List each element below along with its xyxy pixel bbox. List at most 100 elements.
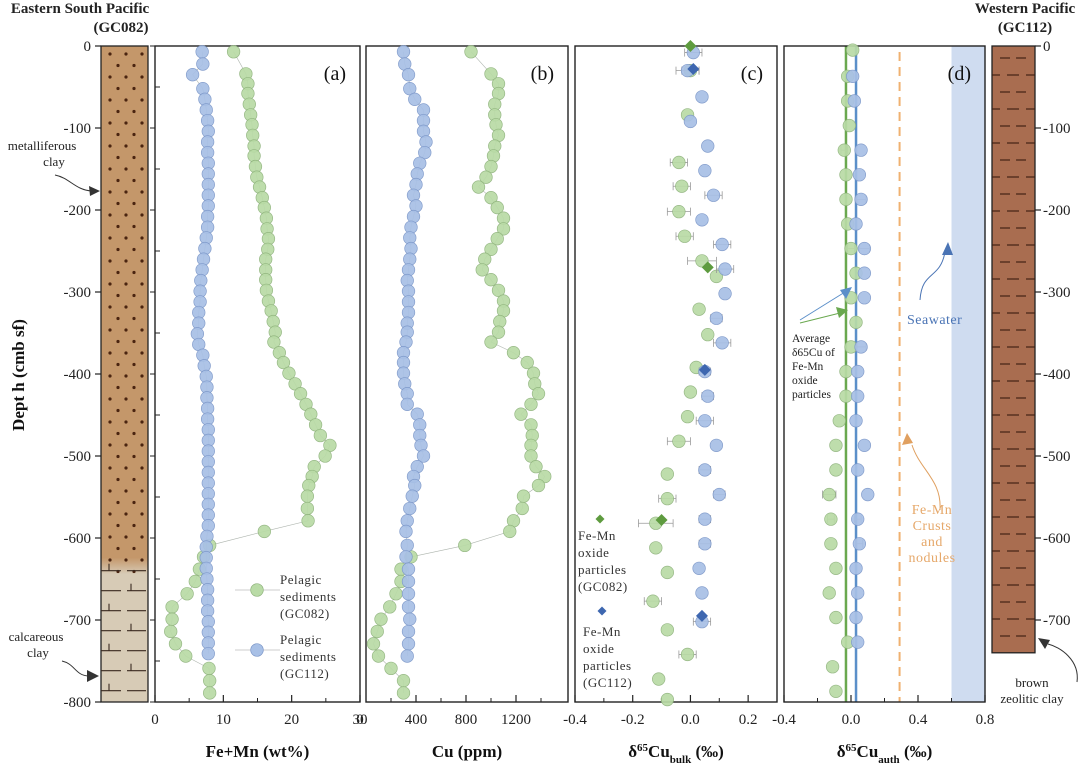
data-point <box>849 561 863 575</box>
data-point <box>400 649 414 663</box>
avg-annotation-label: Fe-Mn <box>792 361 824 373</box>
data-point <box>301 514 315 528</box>
sediment-dot <box>132 339 136 344</box>
data-point <box>680 647 695 662</box>
avg-annotation-label: Average <box>792 333 830 345</box>
x-tick-label: -0.4 <box>772 712 796 728</box>
data-point <box>829 438 843 452</box>
sediment-dot <box>124 397 128 401</box>
sediment-dot <box>124 489 128 493</box>
data-point <box>491 325 506 339</box>
brown-zeolitic-clay-label: brown zeolitic clay <box>1000 638 1078 706</box>
data-point <box>458 538 472 553</box>
data-point <box>464 45 478 59</box>
data-point <box>403 501 417 516</box>
data-point <box>839 364 853 379</box>
data-point <box>520 355 534 370</box>
data-point <box>490 232 504 246</box>
sediment-dot <box>140 167 144 171</box>
data-point <box>695 90 709 104</box>
data-point <box>851 463 865 477</box>
data-point <box>179 649 193 663</box>
data-point <box>698 463 712 477</box>
data-point <box>846 43 860 57</box>
data-point <box>201 646 215 661</box>
arrow-icon <box>1047 643 1078 683</box>
sediment-dot <box>132 201 136 206</box>
data-point <box>846 69 860 83</box>
legend-marker <box>250 643 264 657</box>
data-point <box>829 561 843 575</box>
arrow-head-icon <box>942 242 953 255</box>
data-point <box>852 537 867 551</box>
data-point <box>506 346 521 360</box>
data-point <box>416 449 431 463</box>
data-point <box>851 512 865 526</box>
sediment-dot <box>108 75 112 79</box>
sediment-dot <box>132 293 136 298</box>
x-axis-label-sup: 65 <box>637 742 649 754</box>
sediment-dot <box>116 477 120 482</box>
legend-particle-gc082-label: oxide <box>578 545 609 560</box>
sediment-dot <box>132 431 136 436</box>
metalliferous-clay-text-1: metalliferous <box>8 138 77 153</box>
sediment-dot <box>140 351 144 355</box>
data-point <box>516 489 531 503</box>
sediment-dot <box>140 443 144 447</box>
data-point <box>709 438 724 452</box>
legend-particle-gc112-label: (GC112) <box>583 675 632 690</box>
sediment-dot <box>132 132 136 137</box>
sediment-dot <box>116 132 120 137</box>
panel-b: 400 800 1200 0 (b) Cu (ppm) <box>356 45 569 761</box>
x-tick-label: 800 <box>455 712 478 728</box>
data-point <box>408 92 422 106</box>
data-point <box>660 692 674 707</box>
data-point <box>484 67 498 81</box>
x-tick-label: 0.0 <box>842 712 861 728</box>
sediment-dot <box>124 259 128 263</box>
sediment-dot <box>124 535 128 539</box>
x-tick-label: 20 <box>284 712 299 728</box>
data-point <box>396 686 411 700</box>
data-point <box>401 574 416 589</box>
data-point <box>257 524 271 539</box>
data-point <box>839 192 853 206</box>
metalliferous-clay-label: metalliferous clay <box>8 138 100 196</box>
legend-particle-gc082-icon <box>595 514 605 524</box>
sediment-dot <box>140 213 144 217</box>
left-site-title: Eastern South Pacific <box>11 1 150 17</box>
data-point <box>202 661 216 676</box>
panel-label: (b) <box>531 63 554 85</box>
sediment-dot <box>140 512 144 516</box>
data-point <box>837 143 851 157</box>
particle-gc082-marker <box>701 261 714 274</box>
data-point <box>672 434 686 448</box>
data-point <box>646 594 660 608</box>
data-point <box>849 610 863 625</box>
data-point <box>718 286 732 301</box>
y-tick-label: -300 <box>64 285 92 301</box>
sediment-dot <box>124 328 128 332</box>
data-point <box>712 487 726 502</box>
sediment-dot <box>140 98 144 102</box>
data-point <box>715 237 729 252</box>
data-point <box>374 612 388 626</box>
particle-gc082-marker <box>655 513 668 526</box>
data-point <box>672 204 686 219</box>
left-core-label: (GC082) <box>94 20 149 36</box>
data-point <box>854 143 868 157</box>
crusts-label: nodules <box>908 551 955 566</box>
sediment-dot <box>108 52 112 56</box>
brown-zeolitic-clay-fill <box>991 45 1036 654</box>
sediment-dot <box>116 155 120 160</box>
data-point <box>484 273 498 287</box>
sediment-dot <box>116 408 120 413</box>
data-point <box>861 487 875 502</box>
legend-marker <box>250 583 264 597</box>
sediment-dot <box>132 178 136 183</box>
sediment-dot <box>116 385 120 390</box>
x-tick-label: 0.4 <box>909 712 928 728</box>
x-tick-label: -0.2 <box>621 712 645 728</box>
data-point <box>383 600 397 614</box>
